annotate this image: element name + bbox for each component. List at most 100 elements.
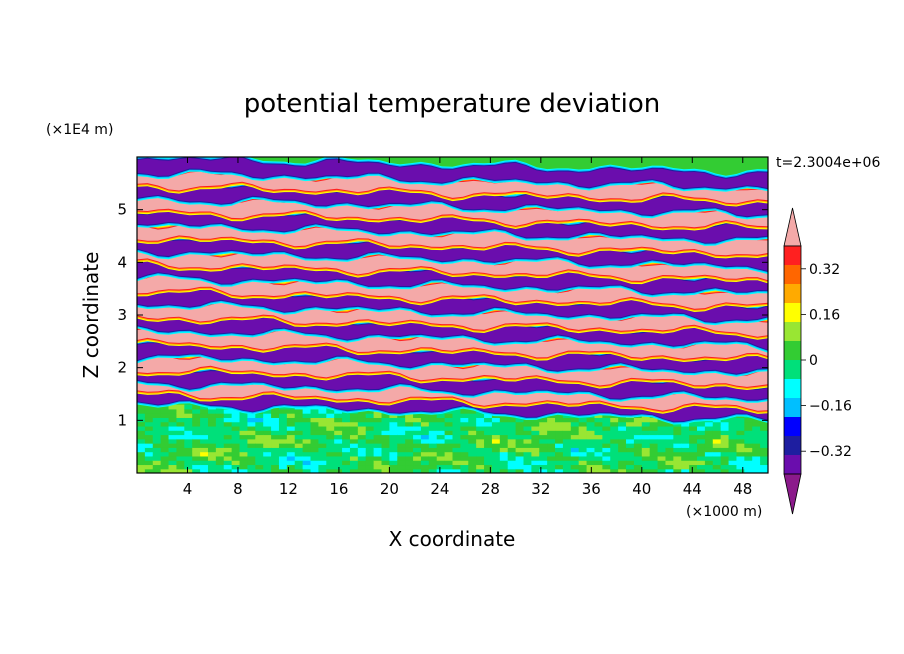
field-cell <box>381 413 390 418</box>
field-cell <box>373 434 383 440</box>
field-cell <box>468 413 477 418</box>
field-cell <box>137 404 146 410</box>
field-cell <box>349 464 359 470</box>
field-cell <box>744 417 753 423</box>
field-cell <box>176 430 185 436</box>
field-cell <box>468 455 477 461</box>
field-cell <box>752 443 761 448</box>
field-cell <box>633 425 643 431</box>
field-cell <box>152 468 162 473</box>
field-cell <box>649 425 659 431</box>
field-cell <box>397 430 406 436</box>
field-cell <box>373 460 383 466</box>
field-cell <box>468 434 477 440</box>
field-cell <box>665 438 674 444</box>
field-cell <box>357 430 367 436</box>
colorbar-bin <box>784 436 801 456</box>
field-cell <box>192 421 201 427</box>
field-cell <box>570 438 580 444</box>
field-cell <box>286 417 296 423</box>
field-cell <box>381 468 390 473</box>
colorbar-bin <box>784 398 801 418</box>
x-tick-label: 48 <box>733 480 752 498</box>
field-cell <box>278 438 288 444</box>
field-cell <box>736 425 745 431</box>
field-cell <box>192 434 201 440</box>
field-cell <box>531 438 540 444</box>
field-cell <box>673 451 682 457</box>
field-cell <box>468 425 477 431</box>
field-cell <box>491 464 501 470</box>
field-cell <box>342 421 351 427</box>
field-cell <box>436 455 446 461</box>
field-cell <box>215 455 225 461</box>
field-cell <box>665 434 674 440</box>
field-cell <box>452 438 461 444</box>
field-cell <box>507 443 517 448</box>
field-cell <box>342 413 351 418</box>
field-cell <box>271 451 280 457</box>
field-cell <box>578 451 588 457</box>
field-cell <box>547 434 556 440</box>
field-cell <box>381 430 390 436</box>
field-cell <box>231 455 241 461</box>
field-cell <box>752 434 761 440</box>
field-cell <box>192 413 201 418</box>
field-cell <box>570 468 580 473</box>
field-cell <box>144 447 154 453</box>
field-cell <box>365 413 375 418</box>
chart-title: potential temperature deviation <box>244 89 660 119</box>
field-cell <box>484 443 493 448</box>
field-cell <box>578 443 588 448</box>
field-cell <box>405 425 414 431</box>
field-cell <box>413 460 422 466</box>
field-cell <box>444 455 454 461</box>
field-cell <box>349 447 359 453</box>
field-cell <box>357 468 367 473</box>
field-cell <box>697 434 706 440</box>
field-cell <box>484 421 493 427</box>
field-cell <box>302 451 312 457</box>
warm-band <box>137 354 768 387</box>
field-cell <box>657 425 667 431</box>
field-cell <box>499 434 509 440</box>
field-cell <box>452 434 461 440</box>
field-cell <box>184 413 193 418</box>
field-cell <box>144 417 154 423</box>
field-cell <box>697 455 706 461</box>
field-cell <box>326 451 335 457</box>
field-cell <box>278 451 288 457</box>
field-cell <box>491 468 501 473</box>
field-cell <box>192 460 201 466</box>
field-cell <box>618 455 627 461</box>
field-cell <box>649 460 659 466</box>
field-cell <box>507 438 517 444</box>
field-cell <box>641 438 651 444</box>
field-cell <box>515 430 525 436</box>
field-cell <box>357 455 367 461</box>
field-cell <box>744 430 753 436</box>
field-cell <box>633 460 643 466</box>
field-cell <box>539 438 548 444</box>
field-cell <box>160 464 170 470</box>
field-cell <box>657 451 667 457</box>
colorbar-bin <box>784 246 801 266</box>
cold-band <box>137 235 768 271</box>
field-cell <box>294 447 304 453</box>
field-cell <box>349 421 359 427</box>
field-cell <box>192 468 201 473</box>
field-cell <box>207 455 217 461</box>
field-cell <box>499 455 509 461</box>
field-cell <box>681 464 690 470</box>
field-cell <box>649 434 659 440</box>
field-cell <box>641 421 651 427</box>
field-cell <box>428 434 438 440</box>
field-cell <box>184 460 193 466</box>
field-cell <box>712 468 722 473</box>
field-cell <box>760 460 768 466</box>
field-cell <box>302 417 312 423</box>
field-cell <box>160 434 170 440</box>
field-cell <box>712 421 722 427</box>
field-cell <box>200 451 209 457</box>
field-cell <box>342 455 351 461</box>
